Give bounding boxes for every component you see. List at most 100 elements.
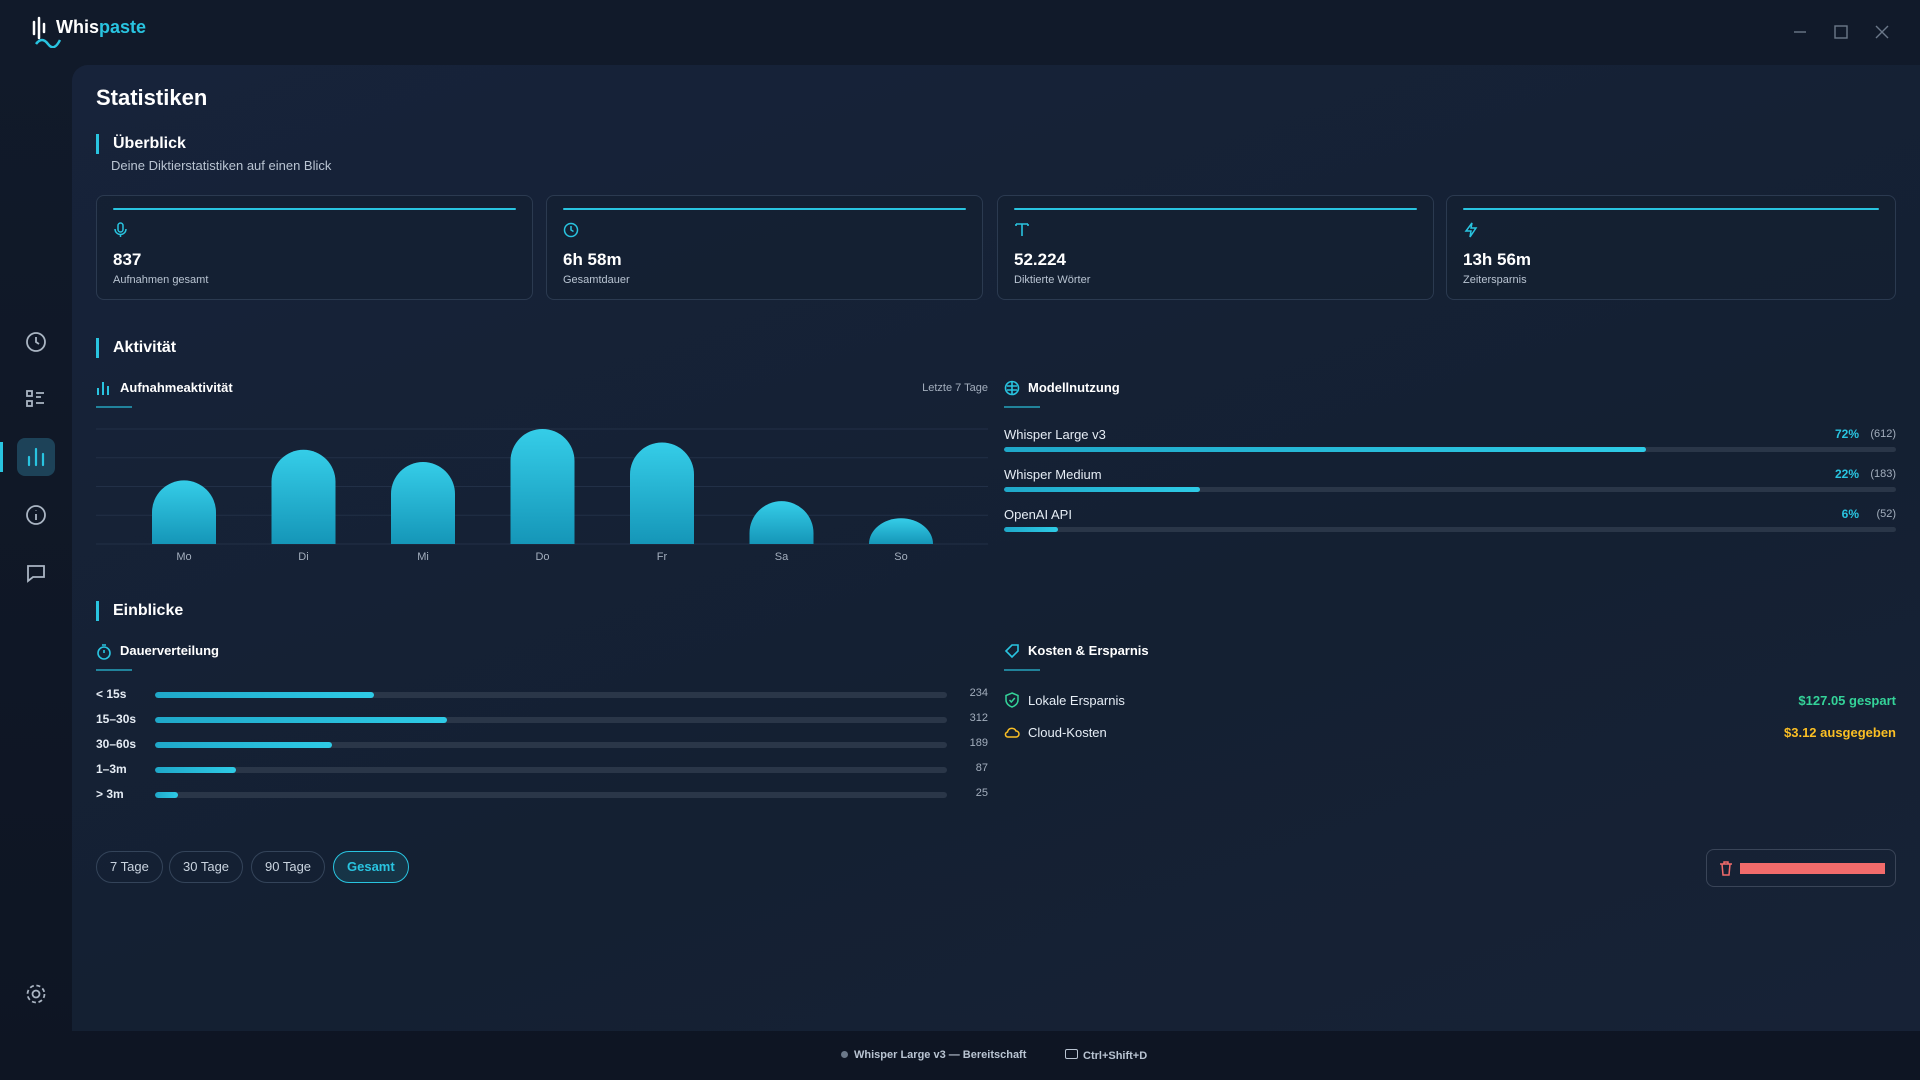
- x-tick-label: Di: [298, 551, 308, 563]
- duration-count: 25: [975, 787, 988, 799]
- duration-track: [155, 767, 947, 773]
- model-name: Whisper Medium: [1004, 467, 1102, 482]
- nav-statistics[interactable]: [17, 438, 55, 476]
- trash-icon: [1720, 861, 1732, 876]
- activity-bar: [749, 501, 814, 544]
- panel-title: Modellnutzung: [1028, 380, 1120, 395]
- nav-active-indicator: [0, 442, 3, 472]
- status-shortcut: Ctrl+Shift+D: [1065, 1049, 1147, 1062]
- card-accent: [113, 208, 516, 210]
- card-label: Aufnahmen gesamt: [113, 274, 209, 286]
- activity-chart: Mo Di Mi Do Fr Sa So: [96, 428, 988, 563]
- status-text: Whisper Large v3 — Bereitschaft: [854, 1049, 1027, 1061]
- nav-history[interactable]: [24, 330, 48, 354]
- nav-snippets[interactable]: [24, 387, 48, 411]
- timer-icon: [97, 644, 111, 660]
- model-count: (52): [1876, 508, 1896, 520]
- stat-card: 52.224 Diktierte Wörter: [997, 195, 1434, 300]
- brand-part: Whis: [56, 17, 99, 37]
- card-label: Gesamtdauer: [563, 274, 630, 286]
- usage-track: [1004, 527, 1896, 532]
- cost-label: Cloud-Kosten: [1028, 725, 1107, 740]
- brand-part: paste: [99, 17, 147, 37]
- activity-bar: [510, 429, 575, 544]
- cost-label: Lokale Ersparnis: [1028, 693, 1125, 708]
- title-underline: [96, 406, 132, 408]
- cost-icon: [1005, 692, 1019, 708]
- x-tick-label: Do: [535, 551, 549, 563]
- x-tick-label: Mo: [176, 551, 191, 563]
- section-heading: Aktivität: [96, 338, 176, 358]
- brand: Whispaste: [56, 17, 146, 38]
- duration-label: < 15s: [96, 687, 127, 701]
- model-name: OpenAI API: [1004, 507, 1072, 522]
- piggy-icon: [1004, 644, 1019, 659]
- duration-label: > 3m: [96, 787, 124, 801]
- stat-card: 837 Aufnahmen gesamt: [96, 195, 533, 300]
- duration-bar: [155, 742, 332, 748]
- range-button[interactable]: Gesamt: [333, 851, 409, 883]
- range-button[interactable]: 30 Tage: [169, 851, 244, 883]
- model-count: (612): [1870, 428, 1896, 440]
- model-percent: 72%: [1834, 427, 1859, 441]
- chart-period: Letzte 7 Tage: [922, 382, 988, 394]
- duration-track: [155, 742, 947, 748]
- duration-track: [155, 792, 947, 798]
- status-model: Whisper Large v3 — Bereitschaft: [841, 1049, 1026, 1061]
- card-value: 52.224: [1014, 250, 1066, 269]
- title-underline: [1004, 406, 1040, 408]
- activity-bar: [630, 442, 694, 544]
- model-percent: 6%: [1841, 507, 1859, 521]
- card-value: 837: [113, 250, 142, 269]
- activity-bar: [271, 449, 336, 544]
- range-button[interactable]: 7 Tage: [96, 851, 163, 883]
- section-heading: Einblicke: [96, 601, 183, 621]
- duration-bar: [155, 717, 447, 723]
- usage-track: [1004, 447, 1896, 452]
- panel-title: Kosten & Ersparnis: [1028, 643, 1149, 658]
- duration-label: 1–3m: [96, 762, 127, 776]
- nav-info[interactable]: [24, 503, 48, 527]
- reset-button[interactable]: [1706, 849, 1896, 887]
- duration-track: [155, 717, 947, 723]
- logo-icon: [32, 16, 62, 48]
- duration-track: [155, 692, 947, 698]
- page-title: Statistiken: [96, 85, 208, 110]
- card-accent: [563, 208, 966, 210]
- usage-bar: [1004, 447, 1647, 452]
- title-underline: [1004, 669, 1040, 671]
- duration-bar: [155, 692, 374, 698]
- panel-title: Dauerverteilung: [120, 643, 219, 658]
- status-dot: [841, 1051, 848, 1058]
- card-icon: [114, 222, 127, 237]
- window-controls[interactable]: [1790, 22, 1900, 42]
- usage-track: [1004, 487, 1896, 492]
- cost-value: $3.12 ausgegeben: [1784, 725, 1896, 740]
- section-heading: Überblick: [96, 134, 186, 154]
- nav-settings[interactable]: [24, 982, 48, 1006]
- card-label: Diktierte Wörter: [1014, 274, 1091, 286]
- card-label: Zeitersparnis: [1463, 274, 1527, 286]
- card-accent: [1463, 208, 1879, 210]
- card-value: 13h 56m: [1463, 250, 1532, 269]
- x-tick-label: Fr: [657, 551, 668, 563]
- section-subtitle: Deine Diktierstatistiken auf einen Blick: [111, 158, 332, 173]
- x-tick-label: So: [894, 551, 907, 563]
- activity-bar: [391, 462, 455, 544]
- card-icon: [563, 222, 579, 238]
- nav-feedback[interactable]: [24, 561, 48, 585]
- stat-card: 13h 56m Zeitersparnis: [1446, 195, 1896, 300]
- redacted-label: [1740, 863, 1885, 874]
- card-icon: [1464, 222, 1478, 238]
- chart-icon: [97, 382, 109, 395]
- range-button[interactable]: 90 Tage: [251, 851, 326, 883]
- duration-bar: [155, 792, 179, 798]
- keyboard-icon: [1065, 1049, 1078, 1059]
- model-name: Whisper Large v3: [1004, 427, 1106, 442]
- model-percent: 22%: [1834, 467, 1859, 481]
- shortcut-text: Ctrl+Shift+D: [1083, 1050, 1148, 1062]
- duration-label: 30–60s: [96, 737, 137, 751]
- duration-count: 234: [969, 687, 988, 699]
- duration-count: 312: [969, 712, 988, 724]
